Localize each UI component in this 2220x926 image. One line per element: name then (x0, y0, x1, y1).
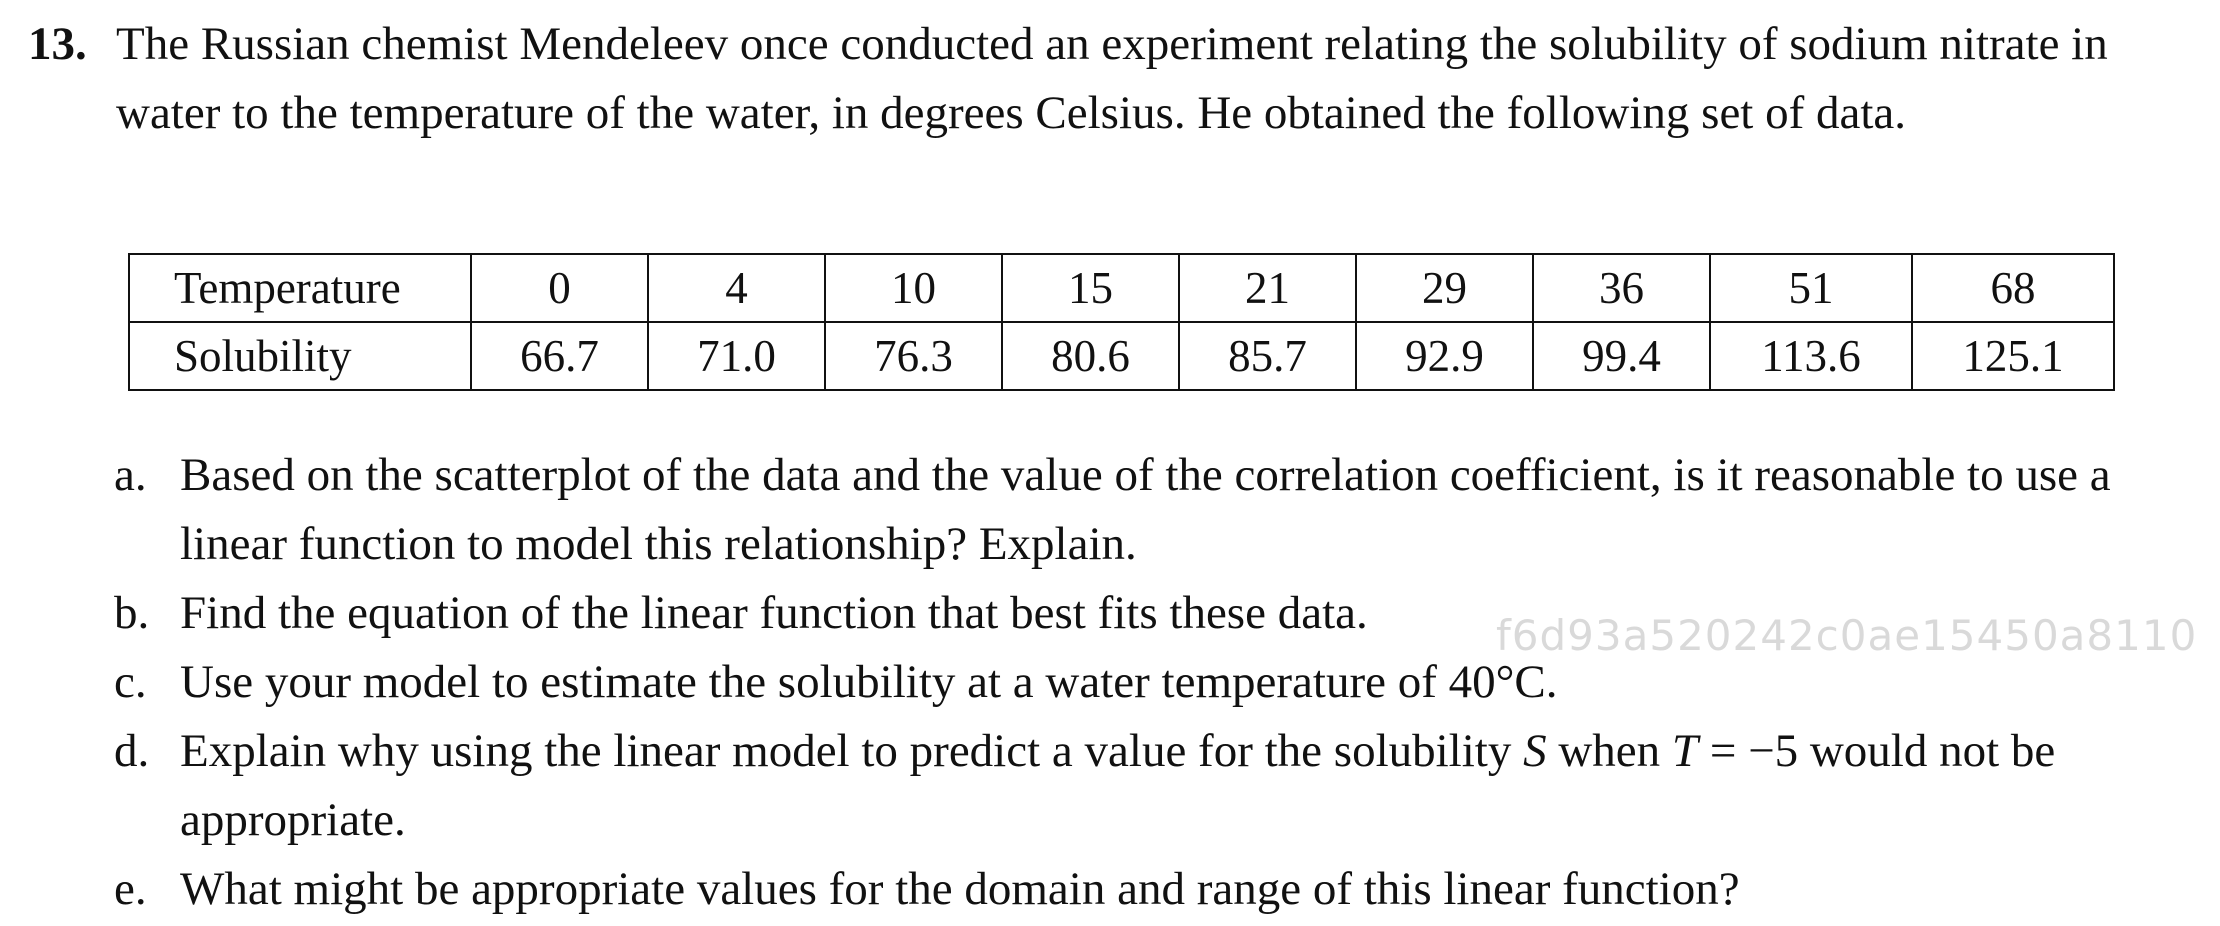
table-cell: 68 (1911, 253, 2115, 323)
table-cell: 36 (1532, 253, 1711, 323)
part-letter: c. (114, 656, 147, 708)
table-cell: 71.0 (647, 321, 826, 391)
table-cell: 15 (1001, 253, 1180, 323)
table-cell: 66.7 (470, 321, 649, 391)
table-row-temperature: Temperature 0 4 10 15 21 29 36 51 68 (128, 253, 2115, 323)
table-cell: 125.1 (1911, 321, 2115, 391)
row-label-solubility: Solubility (128, 321, 472, 391)
variable-t: T (1671, 725, 1699, 777)
table-cell: 0 (470, 253, 649, 323)
part-letter: b. (114, 587, 150, 639)
problem-intro: The Russian chemist Mendeleev once condu… (116, 18, 2108, 139)
part-a: a. Based on the scatterplot of the data … (114, 441, 2194, 579)
part-text: Use your model to estimate the solubilit… (180, 656, 1558, 708)
table-row-solubility: Solubility 66.7 71.0 76.3 80.6 85.7 92.9… (128, 321, 2115, 391)
part-c: c. Use your model to estimate the solubi… (114, 648, 2194, 717)
table-cell: 80.6 (1001, 321, 1180, 391)
part-text: Find the equation of the linear function… (180, 587, 1368, 639)
part-letter: e. (114, 863, 147, 915)
table-cell: 76.3 (824, 321, 1003, 391)
part-text: when (1546, 725, 1672, 777)
data-table: Temperature 0 4 10 15 21 29 36 51 68 Sol… (128, 253, 2115, 391)
watermark: f6d93a520242c0ae15450a8110 (1496, 611, 2198, 660)
table-cell: 10 (824, 253, 1003, 323)
question-parts: a. Based on the scatterplot of the data … (114, 441, 2194, 924)
part-d: d. Explain why using the linear model to… (114, 717, 2194, 855)
part-text: = −5 would not be appropriate. (180, 725, 2056, 846)
table-cell: 29 (1355, 253, 1534, 323)
table-cell: 85.7 (1178, 321, 1357, 391)
part-text: Explain why using the linear model to pr… (180, 725, 1524, 777)
problem-13: 13. The Russian chemist Mendeleev once c… (28, 10, 2198, 148)
table-cell: 4 (647, 253, 826, 323)
table-cell: 21 (1178, 253, 1357, 323)
part-text: Based on the scatterplot of the data and… (180, 449, 2111, 570)
row-label-temperature: Temperature (128, 253, 472, 323)
part-letter: d. (114, 725, 150, 777)
table-cell: 92.9 (1355, 321, 1534, 391)
table-cell: 113.6 (1709, 321, 1913, 391)
problem-number: 13. (28, 18, 87, 70)
part-letter: a. (114, 449, 147, 501)
table-cell: 99.4 (1532, 321, 1711, 391)
part-e: e. What might be appropriate values for … (114, 855, 2194, 924)
problem-header: 13. The Russian chemist Mendeleev once c… (28, 10, 2198, 148)
part-b: b. Find the equation of the linear funct… (114, 579, 2194, 648)
table-cell: 51 (1709, 253, 1913, 323)
part-text: What might be appropriate values for the… (180, 863, 1740, 915)
variable-s: S (1523, 725, 1547, 777)
